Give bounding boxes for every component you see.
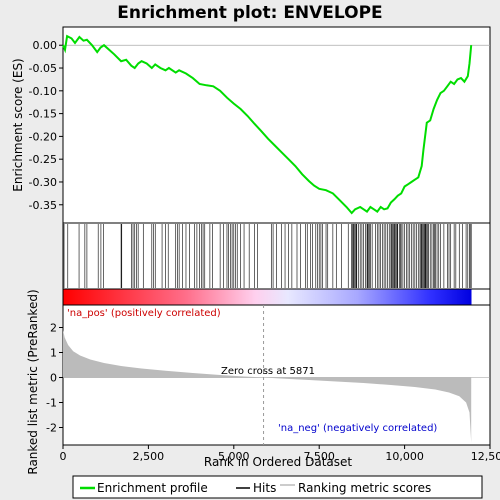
legend-box (72, 475, 483, 499)
x-tick-label: 0 (60, 450, 67, 463)
x-tick-label: 10,000 (385, 450, 424, 463)
neg-correlated-label: 'na_neg' (negatively correlated) (278, 423, 437, 434)
chart-title: Enrichment plot: ENVELOPE (117, 3, 382, 23)
es-y-tick-label: -0.25 (29, 153, 57, 166)
hit-marks (63, 224, 472, 288)
x-tick-label: 12,500 (471, 450, 500, 463)
es-panel (62, 26, 491, 224)
ranking-metric-area (63, 330, 490, 443)
metric-y-tick-label: -1 (46, 397, 57, 410)
pos-correlated-label: 'na_pos' (positively correlated) (67, 308, 221, 319)
zero-cross-label: Zero cross at 5871 (221, 366, 315, 377)
es-y-tick-label: -0.30 (29, 176, 57, 189)
metric-y-tick-label: 1 (50, 347, 57, 360)
metric-y-axis: 2 1 0 -1 -2 (46, 322, 63, 435)
metric-y-tick-label: -2 (46, 422, 57, 435)
es-y-tick-label: -0.05 (29, 62, 57, 75)
es-y-tick-label: 0.00 (33, 39, 58, 52)
metric-y-tick-label: 2 (50, 322, 57, 335)
enrichment-profile-line (62, 34, 473, 215)
x-axis: 0 2,500 5,000 7,500 10,000 12,500 (60, 445, 500, 463)
metric-y-tick-label: 0 (50, 372, 57, 385)
legend-es-label: Enrichment profile (97, 481, 208, 495)
legend-metric-label: Ranking metric scores (298, 481, 431, 495)
x-axis-label: Rank in Ordered Dataset (204, 455, 352, 469)
es-y-tick-label: -0.15 (29, 108, 57, 121)
es-y-axis-label: Enrichment score (ES) (11, 58, 25, 191)
es-y-axis: 0.00 -0.05 -0.10 -0.15 -0.20 -0.25 -0.30 -0.35 (29, 39, 63, 212)
x-tick-label: 7,500 (303, 450, 335, 463)
enrichment-profile (62, 34, 473, 215)
x-tick-label: 5,000 (218, 450, 250, 463)
es-y-tick-label: -0.35 (29, 199, 57, 212)
rank-color-bar-fill (63, 289, 472, 305)
es-y-tick-label: -0.20 (29, 130, 57, 143)
x-tick-label: 2,500 (133, 450, 165, 463)
es-y-tick-label: -0.10 (29, 85, 57, 98)
metric-y-axis-label: Ranked list metric (PreRanked) (26, 289, 40, 474)
legend-hits-label: Hits (253, 481, 276, 495)
